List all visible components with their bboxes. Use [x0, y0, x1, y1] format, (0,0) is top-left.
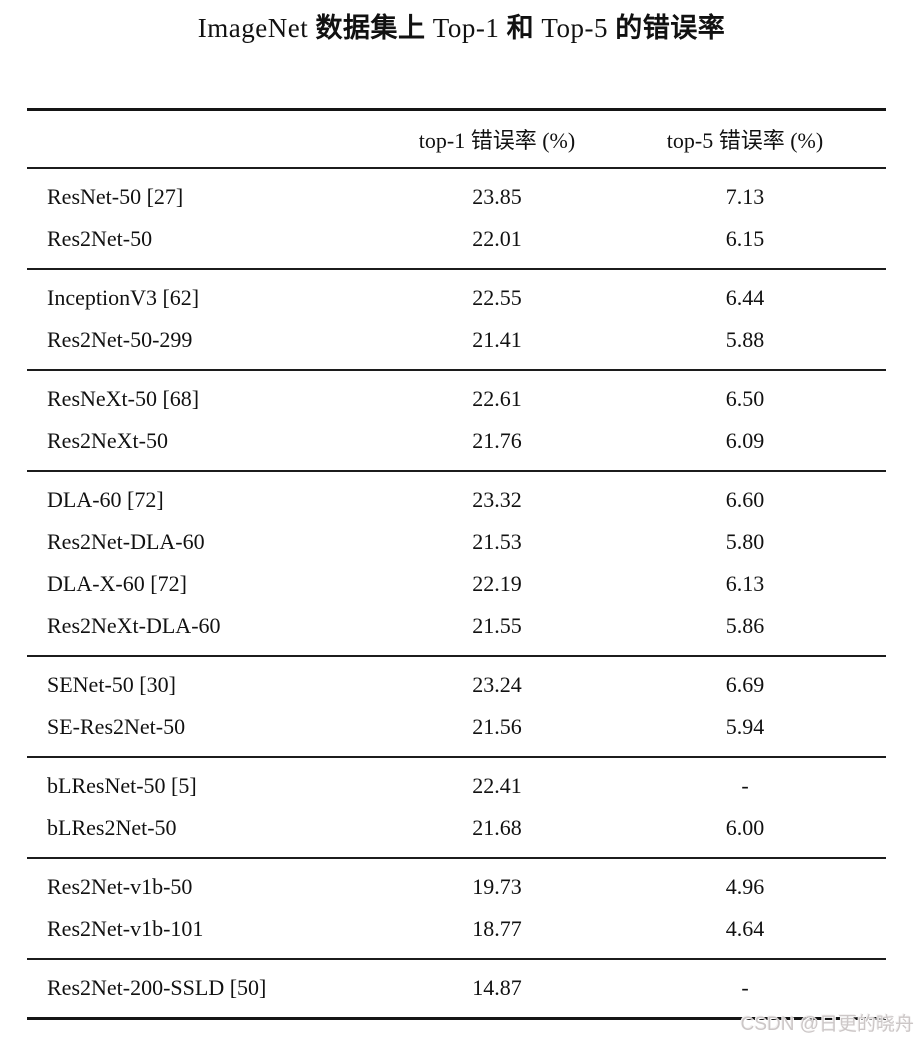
model-name-cell: Res2Net-v1b-50	[47, 874, 193, 899]
model-name-cell: Res2Net-50-299	[47, 327, 193, 352]
top1-error-cell: 19.73	[472, 874, 522, 899]
title-cjk-segment: 数据集上	[315, 13, 426, 43]
top1-error-cell: 18.77	[472, 916, 522, 941]
title-cjk-segment: 和	[506, 13, 535, 43]
top5-error-cell: 5.86	[725, 613, 765, 638]
top1-error-cell: 21.55	[472, 613, 522, 638]
top5-error-cell: 4.64	[725, 916, 765, 941]
top1-error-cell: 23.85	[472, 184, 522, 209]
model-name-cell: Res2NeXt-DLA-60	[47, 613, 221, 638]
top5-error-cell: 6.60	[725, 487, 765, 512]
model-name-cell: bLRes2Net-50	[47, 815, 177, 840]
table-row: Res2Net-DLA-60 21.53 5.80	[27, 521, 886, 563]
table-header-row: top-1 错误率 (%) top-5 错误率 (%)	[27, 111, 886, 169]
top5-error-cell: -	[741, 773, 749, 798]
model-name-cell: ResNeXt-50 [68]	[47, 386, 200, 411]
col-header-top5: top-5 错误率 (%)	[666, 128, 824, 153]
table-row: Res2Net-50-299 21.41 5.88	[27, 319, 886, 361]
table-group: ResNet-50 [27] 23.85 7.13 Res2Net-50 22.01 6.…	[27, 169, 886, 268]
table-group: DLA-60 [72] 23.32 6.60 Res2Net-DLA-60 21.53 5…	[27, 470, 886, 655]
model-name-cell: Res2Net-DLA-60	[47, 529, 205, 554]
top1-error-cell: 22.55	[472, 285, 522, 310]
table-row: Res2NeXt-50 21.76 6.09	[27, 420, 886, 462]
top1-error-cell: 21.68	[472, 815, 522, 840]
table-row: InceptionV3 [62] 22.55 6.44	[27, 277, 886, 319]
top1-error-cell: 23.24	[472, 672, 522, 697]
title-latin-segment: Top-1	[425, 13, 507, 43]
top5-error-cell: 5.94	[725, 714, 765, 739]
csdn-watermark: CSDN @日更的晓舟	[740, 1014, 914, 1035]
table-row: ResNeXt-50 [68] 22.61 6.50	[27, 378, 886, 420]
top1-error-cell: 23.32	[472, 487, 522, 512]
table-group: bLResNet-50 [5] 22.41 - bLRes2Net-50 21.68 6.…	[27, 756, 886, 857]
table-group: ResNeXt-50 [68] 22.61 6.50 Res2NeXt-50 21.76…	[27, 369, 886, 470]
table-row: bLResNet-50 [5] 22.41 -	[27, 765, 886, 807]
top1-error-cell: 14.87	[472, 975, 522, 1000]
table-row: bLRes2Net-50 21.68 6.00	[27, 807, 886, 849]
table-group: InceptionV3 [62] 22.55 6.44 Res2Net-50-299 2…	[27, 268, 886, 369]
table-row: DLA-60 [72] 23.32 6.60	[27, 479, 886, 521]
top5-error-cell: 6.15	[725, 226, 765, 251]
model-name-cell: SENet-50 [30]	[47, 672, 176, 697]
model-name-cell: ResNet-50 [27]	[47, 184, 184, 209]
top1-error-cell: 21.56	[472, 714, 522, 739]
table-row: DLA-X-60 [72] 22.19 6.13	[27, 563, 886, 605]
table-group: Res2Net-v1b-50 19.73 4.96 Res2Net-v1b-101 18…	[27, 857, 886, 958]
table-row: Res2NeXt-DLA-60 21.55 5.86	[27, 605, 886, 647]
model-name-cell: Res2Net-200-SSLD [50]	[47, 975, 267, 1000]
table-row: Res2Net-v1b-101 18.77 4.64	[27, 908, 886, 950]
top5-error-cell: 6.44	[725, 285, 765, 310]
table-row: Res2Net-200-SSLD [50] 14.87 -	[27, 967, 886, 1009]
top1-error-cell: 21.53	[472, 529, 522, 554]
table-group: Res2Net-200-SSLD [50] 14.87 -	[27, 958, 886, 1017]
table-group: SENet-50 [30] 23.24 6.69 SE-Res2Net-50 21.56…	[27, 655, 886, 756]
col-header-top1: top-1 错误率 (%)	[418, 128, 576, 153]
table-row: Res2Net-50 22.01 6.15	[27, 218, 886, 260]
title-latin-segment: ImageNet	[197, 13, 316, 43]
table-row: SENet-50 [30] 23.24 6.69	[27, 664, 886, 706]
error-rate-table: top-1 错误率 (%) top-5 错误率 (%) ResNet-50 [2…	[27, 108, 886, 1020]
model-name-cell: Res2Net-v1b-101	[47, 916, 204, 941]
top1-error-cell: 22.01	[472, 226, 522, 251]
table-row: ResNet-50 [27] 23.85 7.13	[27, 176, 886, 218]
top1-error-cell: 22.19	[472, 571, 522, 596]
top5-error-cell: 6.50	[725, 386, 765, 411]
top5-error-cell: -	[741, 975, 749, 1000]
model-name-cell: DLA-X-60 [72]	[47, 571, 187, 596]
title-latin-segment: Top-5	[534, 13, 616, 43]
top5-error-cell: 5.80	[725, 529, 765, 554]
top1-error-cell: 21.41	[472, 327, 522, 352]
model-name-cell: bLResNet-50 [5]	[47, 773, 197, 798]
top5-error-cell: 6.13	[725, 571, 765, 596]
top5-error-cell: 4.96	[725, 874, 765, 899]
model-name-cell: DLA-60 [72]	[47, 487, 164, 512]
title-cjk-segment: 的错误率	[615, 13, 726, 43]
top5-error-cell: 6.09	[725, 428, 765, 453]
model-name-cell: SE-Res2Net-50	[47, 714, 186, 739]
top5-error-cell: 5.88	[725, 327, 765, 352]
top5-error-cell: 6.00	[725, 815, 765, 840]
table-row: SE-Res2Net-50 21.56 5.94	[27, 706, 886, 748]
model-name-cell: InceptionV3 [62]	[47, 285, 200, 310]
model-name-cell: Res2Net-50	[47, 226, 153, 251]
model-name-cell: Res2NeXt-50	[47, 428, 168, 453]
table-body: ResNet-50 [27] 23.85 7.13 Res2Net-50 22.01 6.…	[27, 169, 886, 1017]
table-row: Res2Net-v1b-50 19.73 4.96	[27, 866, 886, 908]
table-title: ImageNet 数据集上 Top-1 和 Top-5 的错误率	[0, 6, 923, 45]
top1-error-cell: 22.61	[472, 386, 522, 411]
top5-error-cell: 6.69	[725, 672, 765, 697]
top1-error-cell: 22.41	[472, 773, 522, 798]
top5-error-cell: 7.13	[725, 184, 765, 209]
top1-error-cell: 21.76	[472, 428, 522, 453]
